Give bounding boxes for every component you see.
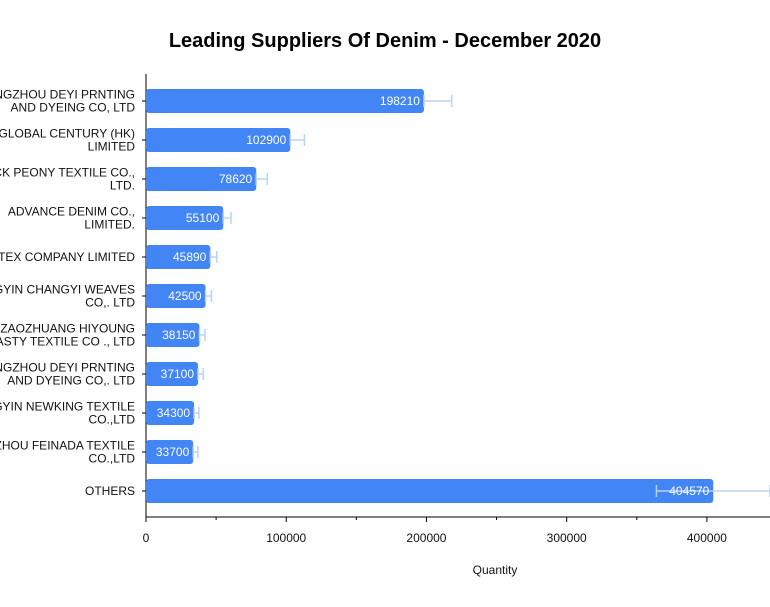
x-tick-label: 0 [143,531,150,545]
bar [146,479,714,503]
data-label: 45890 [173,250,207,264]
bar [146,440,194,464]
category-label: JIANGYIN CHANGYI WEAVES [0,283,135,297]
category-label: GLOBAL CENTURY (HK) [0,127,135,141]
category-label: CO.,LTD [89,452,136,466]
category-label: LIMITED [88,140,136,154]
data-label: 37100 [161,367,195,381]
x-tick-label: 400000 [687,531,727,545]
data-label: 33700 [156,445,190,459]
category-label: AND DYEING CO, LTD [11,101,136,115]
x-tick-label: 100000 [266,531,306,545]
bar [146,206,224,230]
x-axis-title: Quantity [473,563,518,577]
x-tick-label: 200000 [406,531,446,545]
category-label: LIMITED. [84,218,135,232]
data-label: 404570 [669,484,709,498]
bar [146,245,211,269]
category-label: CO.,LTD [89,413,136,427]
data-label: 102900 [246,133,286,147]
category-label: SOLTEX COMPANY LIMITED [0,250,135,264]
chart-title: Leading Suppliers Of Denim - December 20… [168,30,602,52]
category-label: LTD. [110,179,135,193]
category-label: OTHERS [85,484,135,498]
category-label: DYNASTY TEXTILE CO ., LTD [0,335,135,349]
category-label: ADVANCE DENIM CO., [8,205,135,219]
category-label: CHANGZHOU FEINADA TEXTILE [0,439,135,453]
category-label: AND DYEING CO,. LTD [7,374,135,388]
bar [146,323,200,347]
bar [146,89,424,113]
category-label: BLACK PEONY TEXTILE CO., [0,166,135,180]
bar [146,128,291,152]
bar [146,362,199,386]
data-label: 38150 [162,328,196,342]
category-label: CHANGZHOU DEYI PRNTING [0,361,135,375]
data-label: 34300 [157,406,191,420]
data-label: 42500 [168,289,202,303]
data-label: 78620 [219,172,253,186]
data-label: 198210 [380,94,420,108]
bar [146,167,257,191]
category-label: JIANGYIN NEWKING TEXTILE [0,400,135,414]
category-label: CO,. LTD [85,296,135,310]
x-tick-label: 300000 [547,531,587,545]
category-label: ZAOZHUANG HIYOUNG [0,322,135,336]
category-label: CHANGZHOU DEYI PRNTING [0,88,135,102]
bar [146,284,206,308]
bar [146,401,195,425]
data-label: 55100 [186,211,220,225]
